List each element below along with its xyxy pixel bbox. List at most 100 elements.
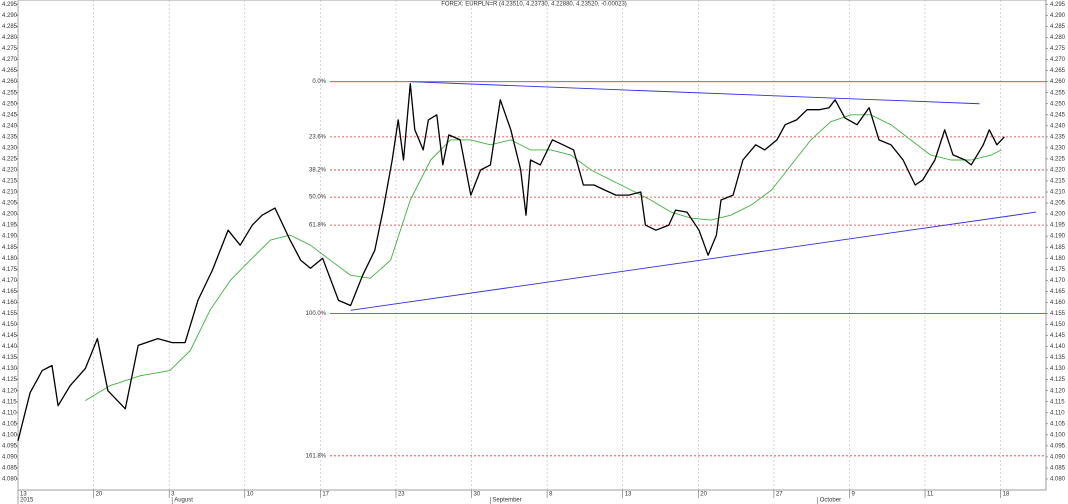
x-tick-label: 9 bbox=[851, 492, 855, 498]
y-tick-label: 4.275 bbox=[2, 46, 18, 52]
y-tick-label: 4.195 bbox=[1050, 223, 1066, 229]
y-tick-label: 4.200 bbox=[1050, 212, 1066, 218]
y-tick-label: 4.285 bbox=[1050, 24, 1066, 30]
series-line bbox=[17, 83, 1005, 441]
y-tick-label: 4.160 bbox=[2, 300, 18, 306]
x-tick-label: 13 bbox=[625, 492, 632, 498]
y-tick-label: 4.190 bbox=[2, 234, 18, 240]
y-tick-label: 4.250 bbox=[1050, 101, 1066, 107]
y-tick-label: 4.215 bbox=[1050, 179, 1066, 185]
y-tick-label: 4.195 bbox=[2, 223, 18, 229]
y-tick-label: 4.290 bbox=[1050, 13, 1066, 19]
y-tick-label: 4.165 bbox=[1050, 289, 1066, 295]
y-tick-label: 4.260 bbox=[1050, 79, 1066, 85]
y-tick-label: 4.105 bbox=[2, 421, 18, 427]
y-tick-label: 4.200 bbox=[2, 212, 18, 218]
y-tick-label: 4.185 bbox=[2, 245, 18, 251]
y-tick-label: 4.110 bbox=[2, 410, 17, 416]
y-tick-label: 4.085 bbox=[1050, 466, 1066, 472]
x-tick-label: 30 bbox=[474, 492, 481, 498]
x-tick-label: 20 bbox=[96, 492, 103, 498]
y-tick-label: 4.175 bbox=[2, 267, 18, 273]
y-tick-label: 4.235 bbox=[2, 134, 18, 140]
y-tick-label: 4.260 bbox=[2, 79, 18, 85]
fib-label: 23.6% bbox=[309, 134, 327, 140]
y-tick-label: 4.170 bbox=[1050, 278, 1066, 284]
y-tick-label: 4.295 bbox=[2, 2, 18, 8]
y-tick-label: 4.205 bbox=[1050, 201, 1066, 207]
y-tick-label: 4.285 bbox=[2, 24, 18, 30]
y-tick-label: 4.230 bbox=[2, 145, 18, 151]
y-tick-label: 4.140 bbox=[1050, 344, 1066, 350]
y-tick-label: 4.220 bbox=[2, 168, 18, 174]
y-tick-label: 4.155 bbox=[2, 311, 18, 317]
y-tick-label: 4.280 bbox=[1050, 35, 1066, 41]
y-tick-label: 4.180 bbox=[2, 256, 18, 262]
y-tick-label: 4.125 bbox=[2, 377, 18, 383]
y-tick-label: 4.160 bbox=[1050, 300, 1066, 306]
y-tick-label: 4.280 bbox=[2, 35, 18, 41]
y-tick-label: 4.140 bbox=[2, 344, 18, 350]
y-tick-label: 4.185 bbox=[1050, 245, 1066, 251]
fib-label: 50.0% bbox=[309, 195, 327, 201]
y-tick-label: 4.175 bbox=[1050, 267, 1066, 273]
month-label: 2015 bbox=[20, 498, 34, 504]
y-tick-label: 4.080 bbox=[1050, 477, 1066, 483]
y-tick-label: 4.240 bbox=[1050, 123, 1066, 129]
fib-label: 0.0% bbox=[312, 79, 326, 85]
y-tick-label: 4.275 bbox=[1050, 46, 1066, 52]
y-tick-label: 4.120 bbox=[1050, 388, 1066, 394]
y-tick-label: 4.110 bbox=[1050, 410, 1065, 416]
month-label: October bbox=[820, 498, 841, 504]
y-tick-label: 4.085 bbox=[2, 466, 18, 472]
y-tick-label: 4.245 bbox=[1050, 112, 1066, 118]
y-tick-label: 4.135 bbox=[2, 355, 18, 361]
y-tick-label: 4.210 bbox=[1050, 190, 1066, 196]
y-tick-label: 4.180 bbox=[1050, 256, 1066, 262]
y-tick-label: 4.220 bbox=[1050, 168, 1066, 174]
chart-title: FOREX: EURPLN=R (4.23510, 4.23730, 4.228… bbox=[441, 2, 627, 8]
y-tick-label: 4.245 bbox=[2, 112, 18, 118]
month-label: September bbox=[492, 498, 521, 504]
y-tick-label: 4.225 bbox=[2, 156, 18, 162]
x-tick-label: 27 bbox=[776, 492, 783, 498]
y-tick-label: 4.125 bbox=[1050, 377, 1066, 383]
x-tick-label: 23 bbox=[398, 492, 405, 498]
y-tick-label: 4.165 bbox=[2, 289, 18, 295]
x-tick-label: 8 bbox=[549, 492, 553, 498]
fib-label: 61.8% bbox=[309, 223, 327, 229]
y-tick-label: 4.270 bbox=[1050, 57, 1066, 63]
y-tick-label: 4.150 bbox=[1050, 322, 1066, 328]
y-tick-label: 4.230 bbox=[1050, 145, 1066, 151]
x-tick-label: 18 bbox=[1003, 492, 1010, 498]
y-tick-label: 4.130 bbox=[1050, 366, 1066, 372]
y-tick-label: 4.295 bbox=[1050, 2, 1066, 8]
y-tick-label: 4.190 bbox=[1050, 234, 1066, 240]
y-tick-label: 4.155 bbox=[1050, 311, 1066, 317]
y-tick-label: 4.130 bbox=[2, 366, 18, 372]
y-tick-label: 4.210 bbox=[2, 190, 18, 196]
y-tick-label: 4.170 bbox=[2, 278, 18, 284]
y-tick-label: 4.290 bbox=[2, 13, 18, 19]
y-tick-label: 4.270 bbox=[2, 57, 18, 63]
y-tick-label: 4.120 bbox=[2, 388, 18, 394]
x-tick-label: 20 bbox=[700, 492, 707, 498]
y-tick-label: 4.145 bbox=[1050, 333, 1066, 339]
y-tick-label: 4.235 bbox=[1050, 134, 1066, 140]
trendline bbox=[410, 81, 980, 105]
x-tick-label: 13 bbox=[20, 492, 27, 498]
x-tick-label: 11 bbox=[927, 492, 934, 498]
x-tick-label: 3 bbox=[171, 492, 175, 498]
y-tick-label: 4.100 bbox=[2, 432, 18, 438]
x-tick-label: 10 bbox=[247, 492, 254, 498]
y-tick-label: 4.105 bbox=[1050, 421, 1066, 427]
y-tick-label: 4.135 bbox=[1050, 355, 1066, 361]
series-line bbox=[85, 114, 1002, 401]
y-tick-label: 4.265 bbox=[1050, 68, 1066, 74]
fib-label: 100.0% bbox=[306, 311, 327, 317]
y-tick-label: 4.080 bbox=[2, 477, 18, 483]
y-tick-label: 4.215 bbox=[2, 179, 18, 185]
y-tick-label: 4.095 bbox=[2, 443, 18, 449]
y-tick-label: 4.250 bbox=[2, 101, 18, 107]
